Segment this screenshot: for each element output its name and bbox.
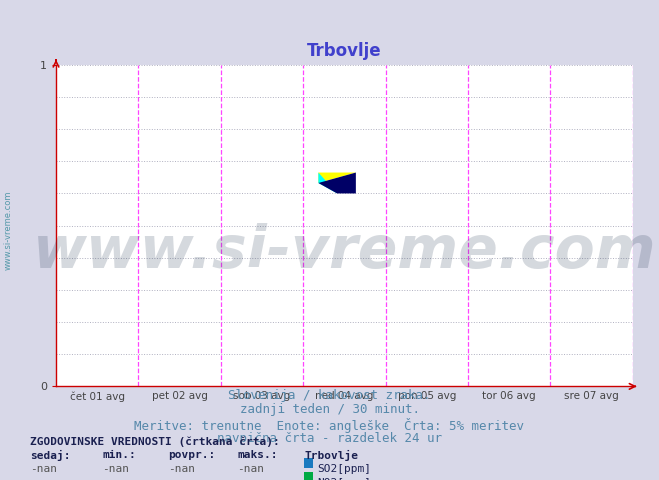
Text: zadnji teden / 30 minut.: zadnji teden / 30 minut.: [239, 403, 420, 416]
Text: www.si-vreme.com: www.si-vreme.com: [4, 191, 13, 270]
Text: -nan: -nan: [102, 464, 129, 474]
Text: -nan: -nan: [102, 478, 129, 480]
Text: www.si-vreme.com: www.si-vreme.com: [32, 223, 656, 280]
Polygon shape: [318, 172, 337, 193]
Text: SO2[ppm]: SO2[ppm]: [318, 464, 372, 474]
Text: povpr.:: povpr.:: [168, 450, 215, 460]
Text: -nan: -nan: [30, 478, 57, 480]
Polygon shape: [318, 172, 356, 193]
Text: Trbovlje: Trbovlje: [304, 450, 358, 461]
Text: maks.:: maks.:: [237, 450, 277, 460]
Text: -nan: -nan: [30, 464, 57, 474]
Text: -nan: -nan: [168, 478, 195, 480]
Text: -nan: -nan: [237, 478, 264, 480]
Text: -nan: -nan: [168, 464, 195, 474]
Text: -nan: -nan: [237, 464, 264, 474]
Text: NO2[ppm]: NO2[ppm]: [318, 478, 372, 480]
Text: ZGODOVINSKE VREDNOSTI (črtkana črta):: ZGODOVINSKE VREDNOSTI (črtkana črta):: [30, 437, 279, 447]
Text: sedaj:: sedaj:: [30, 450, 70, 461]
Polygon shape: [318, 172, 356, 183]
Text: Slovenija / kakovost zraka.: Slovenija / kakovost zraka.: [228, 389, 431, 402]
Text: min.:: min.:: [102, 450, 136, 460]
Title: Trbovlje: Trbovlje: [307, 42, 382, 60]
Text: navpična črta - razdelek 24 ur: navpična črta - razdelek 24 ur: [217, 432, 442, 445]
Text: Meritve: trenutne  Enote: angleške  Črta: 5% meritev: Meritve: trenutne Enote: angleške Črta: …: [134, 418, 525, 432]
